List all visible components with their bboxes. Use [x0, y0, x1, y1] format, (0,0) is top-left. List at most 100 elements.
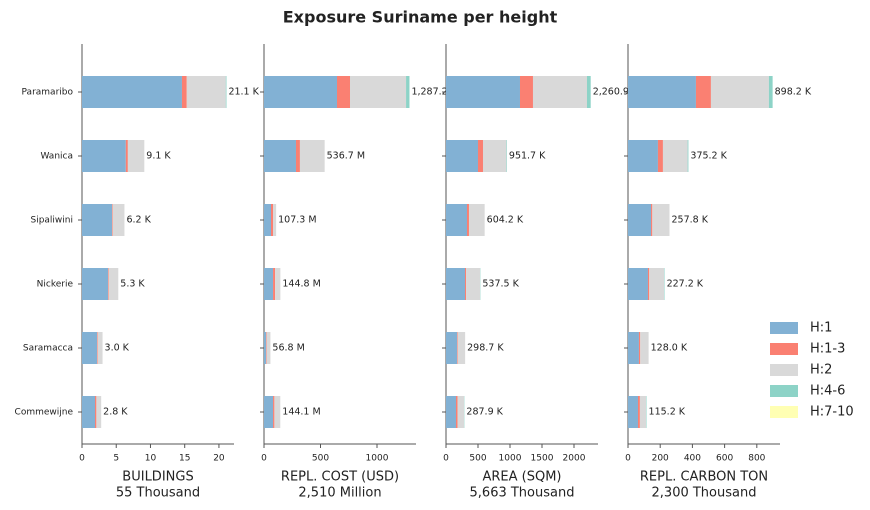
x-axis-label: REPL. CARBON TON — [640, 470, 768, 485]
bar-segment — [112, 204, 125, 236]
legend-label: H:1 — [810, 321, 832, 336]
legend-label: H:7-10 — [810, 405, 854, 420]
total-label: 2,260.9 K — [593, 87, 639, 98]
total-label: 21.1 K — [228, 87, 259, 98]
x-tick-label: 200 — [652, 454, 669, 464]
total-label: 298.7 K — [467, 343, 504, 354]
bar-segment — [82, 396, 96, 428]
y-tick-label: Sipaliwini — [30, 216, 73, 226]
bar-segment — [264, 332, 267, 364]
bar-segment — [82, 204, 113, 236]
bar-segment — [264, 396, 274, 428]
bar-segment — [768, 76, 773, 108]
y-tick-label: Saramacca — [23, 344, 73, 354]
bar-segment — [96, 396, 102, 428]
x-tick-label: 1000 — [366, 454, 389, 464]
legend-swatch — [770, 322, 798, 334]
bar-segment — [638, 332, 641, 364]
total-label: 6.2 K — [126, 215, 151, 226]
bar-segment — [95, 396, 97, 428]
total-label: 604.2 K — [487, 215, 524, 226]
y-tick-label: Commewijne — [15, 408, 74, 418]
total-label: 537.5 K — [482, 279, 519, 290]
x-tick-label: 20 — [213, 454, 225, 464]
bar-segment — [651, 204, 653, 236]
x-axis-total: 55 Thousand — [116, 486, 200, 501]
bar-segment — [271, 204, 274, 236]
bar-segment — [406, 76, 410, 108]
total-label: 536.7 M — [327, 151, 365, 162]
x-tick-label: 800 — [748, 454, 765, 464]
x-tick-label: 15 — [179, 454, 190, 464]
bar-segment — [628, 268, 648, 300]
bar-segment — [299, 140, 325, 172]
total-label: 951.7 K — [509, 151, 546, 162]
x-tick-label: 5 — [113, 454, 119, 464]
x-tick-label: 10 — [145, 454, 157, 464]
bar-segment — [478, 140, 483, 172]
bar-segment — [264, 268, 274, 300]
total-label: 107.3 M — [278, 215, 316, 226]
x-tick-label: 0 — [625, 454, 631, 464]
bar-segment — [532, 76, 587, 108]
x-axis-label: AREA (SQM) — [482, 470, 561, 485]
bar-segment — [275, 268, 281, 300]
x-axis-total: 2,510 Million — [298, 486, 381, 501]
total-label: 5.3 K — [120, 279, 145, 290]
bar-segment — [273, 204, 277, 236]
bar-segment — [264, 76, 338, 108]
x-tick-label: 1000 — [499, 454, 522, 464]
bar-segment — [466, 268, 481, 300]
bar-segment — [264, 140, 296, 172]
bar-segment — [350, 76, 407, 108]
bar-segment — [82, 268, 109, 300]
x-tick-label: 0 — [79, 454, 85, 464]
total-label: 9.1 K — [146, 151, 171, 162]
bar-segment — [446, 76, 520, 108]
bar-segment — [519, 76, 533, 108]
bar-segment — [628, 332, 639, 364]
bar-segment — [186, 76, 226, 108]
bar-segment — [266, 332, 267, 364]
x-tick-label: 500 — [469, 454, 486, 464]
total-label: 257.8 K — [672, 215, 709, 226]
legend-swatch — [770, 343, 798, 355]
total-label: 1,287.2 M — [411, 87, 458, 98]
x-tick-label: 2000 — [563, 454, 586, 464]
bar-segment — [457, 332, 466, 364]
bar-segment — [97, 332, 103, 364]
y-tick-label: Wanica — [40, 152, 73, 162]
bar-segment — [337, 76, 351, 108]
bar-segment — [628, 396, 638, 428]
bar-segment — [695, 76, 711, 108]
bar-segment — [628, 140, 658, 172]
x-tick-label: 400 — [684, 454, 701, 464]
bar-segment — [446, 140, 478, 172]
x-axis-label: REPL. COST (USD) — [281, 470, 399, 485]
bar-segment — [466, 204, 469, 236]
bar-segment — [225, 76, 227, 108]
bar-segment — [506, 140, 507, 172]
bar-segment — [640, 332, 649, 364]
bar-segment — [82, 332, 98, 364]
bar-segment — [446, 332, 458, 364]
total-label: 898.2 K — [775, 87, 812, 98]
bar-segment — [662, 140, 688, 172]
legend-swatch — [770, 385, 798, 397]
total-label: 144.8 M — [282, 279, 320, 290]
legend-label: H:4-6 — [810, 384, 845, 399]
bar-segment — [628, 76, 696, 108]
x-tick-label: 0 — [261, 454, 267, 464]
bar-segment — [468, 204, 485, 236]
bar-segment — [97, 332, 98, 364]
legend-label: H:2 — [810, 363, 832, 378]
bar-segment — [295, 140, 300, 172]
legend-label: H:1-3 — [810, 342, 845, 357]
legend-swatch — [770, 364, 798, 376]
bar-segment — [273, 268, 276, 300]
bar-segment — [108, 268, 109, 300]
total-label: 56.8 M — [272, 343, 304, 354]
bar-segment — [639, 396, 647, 428]
total-label: 128.0 K — [651, 343, 688, 354]
